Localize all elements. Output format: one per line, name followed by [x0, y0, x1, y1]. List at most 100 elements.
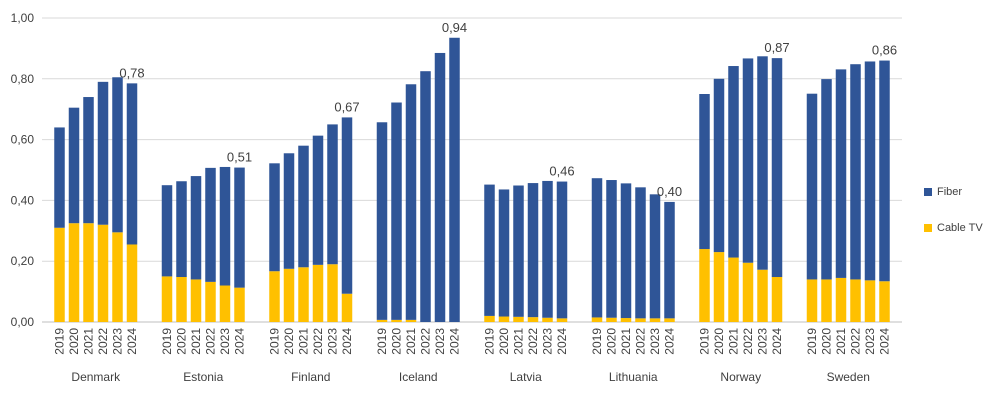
category-label-estonia: Estonia — [183, 370, 223, 384]
bar-cable-denmark-2021 — [83, 223, 94, 322]
bar-cable-lithuania-2023 — [649, 318, 661, 322]
bar-fiber-sweden-2020 — [821, 79, 832, 280]
legend-label-cable-tv: Cable TV — [937, 222, 983, 234]
x-tick-year: 2023 — [648, 328, 662, 355]
category-label-finland: Finland — [291, 370, 330, 384]
bar-fiber-norway-2020 — [713, 78, 725, 253]
bar-cable-lithuania-2024 — [664, 318, 675, 322]
bar-fiber-norway-2023 — [757, 56, 768, 270]
bar-fiber-denmark-2020 — [68, 107, 80, 224]
bar-fiber-sweden-2019 — [806, 93, 818, 280]
bar-fiber-estonia-2021 — [190, 176, 202, 280]
bar-cable-finland-2023 — [327, 264, 338, 322]
x-tick-year: 2019 — [590, 328, 604, 355]
bar-fiber-sweden-2023 — [864, 61, 876, 281]
x-tick-year: 2020 — [67, 328, 81, 355]
bar-cable-lithuania-2020 — [606, 317, 617, 322]
bar-fiber-finland-2024 — [341, 117, 353, 294]
bar-fiber-iceland-2019 — [376, 122, 388, 320]
x-tick-year: 2020 — [390, 328, 404, 355]
x-tick-year: 2020 — [282, 328, 296, 355]
bar-cable-latvia-2020 — [498, 316, 510, 322]
legend-swatch-cable-tv — [924, 224, 932, 232]
bar-cable-latvia-2024 — [556, 318, 568, 322]
x-tick-year: 2022 — [849, 328, 863, 355]
x-tick-year: 2019 — [805, 328, 819, 355]
bar-fiber-finland-2023 — [327, 124, 338, 265]
x-tick-year: 2020 — [712, 328, 726, 355]
bar-cable-estonia-2019 — [161, 276, 173, 322]
bar-fiber-estonia-2024 — [234, 167, 245, 288]
bar-cable-finland-2020 — [283, 268, 295, 322]
bar-cable-denmark-2024 — [126, 244, 138, 322]
bar-cable-iceland-2021 — [405, 319, 417, 322]
bar-fiber-norway-2021 — [728, 66, 739, 258]
bar-cable-iceland-2020 — [391, 319, 402, 322]
x-tick-year: 2021 — [512, 328, 526, 355]
x-tick-year: 2022 — [96, 328, 110, 355]
bar-fiber-denmark-2019 — [54, 127, 65, 228]
x-tick-year: 2021 — [834, 328, 848, 355]
bar-cable-norway-2024 — [771, 277, 783, 322]
bar-fiber-norway-2024 — [771, 58, 783, 278]
data-label-finland: 0,67 — [334, 99, 359, 114]
bar-cable-latvia-2023 — [542, 317, 553, 322]
bar-cable-finland-2022 — [312, 264, 324, 322]
x-tick-year: 2024 — [233, 328, 247, 355]
data-label-estonia: 0,51 — [227, 150, 252, 165]
x-tick-year: 2024 — [770, 328, 784, 355]
category-label-sweden: Sweden — [827, 370, 870, 384]
x-tick-year: 2023 — [326, 328, 340, 355]
x-tick-year: 2020 — [820, 328, 834, 355]
bar-fiber-denmark-2022 — [97, 81, 109, 225]
bar-fiber-lithuania-2022 — [635, 187, 646, 319]
bar-fiber-latvia-2019 — [484, 184, 495, 316]
bar-cable-denmark-2020 — [68, 223, 80, 322]
category-label-lithuania: Lithuania — [609, 370, 658, 384]
bar-fiber-denmark-2023 — [112, 77, 123, 233]
x-tick-year: 2021 — [619, 328, 633, 355]
x-tick-year: 2019 — [483, 328, 497, 355]
bar-cable-denmark-2022 — [97, 224, 109, 322]
x-tick-year: 2024 — [663, 328, 677, 355]
legend-item-fiber: Fiber — [924, 184, 983, 200]
bar-cable-norway-2020 — [713, 252, 725, 322]
x-tick-year: 2022 — [634, 328, 648, 355]
y-tick-label: 0,60 — [11, 133, 35, 147]
x-tick-year: 2019 — [53, 328, 67, 355]
x-tick-year: 2024 — [448, 328, 462, 355]
x-tick-year: 2024 — [125, 328, 139, 355]
legend-label-fiber: Fiber — [937, 186, 963, 198]
bar-fiber-norway-2019 — [699, 94, 710, 250]
bar-cable-lithuania-2022 — [635, 318, 646, 322]
x-tick-year: 2020 — [497, 328, 511, 355]
bar-cable-lithuania-2019 — [591, 317, 603, 322]
bar-cable-finland-2021 — [298, 267, 309, 322]
x-tick-year: 2019 — [375, 328, 389, 355]
bar-cable-finland-2019 — [269, 271, 280, 322]
bar-cable-sweden-2020 — [821, 279, 832, 322]
y-tick-label: 0,20 — [11, 254, 35, 268]
y-tick-label: 1,00 — [11, 11, 35, 25]
y-tick-label: 0,80 — [11, 72, 35, 86]
bar-fiber-sweden-2021 — [835, 69, 847, 278]
x-tick-year: 2024 — [555, 328, 569, 355]
data-label-latvia: 0,46 — [549, 164, 574, 179]
x-tick-year: 2022 — [419, 328, 433, 355]
bar-fiber-denmark-2021 — [83, 97, 94, 224]
x-tick-year: 2023 — [756, 328, 770, 355]
bar-fiber-lithuania-2021 — [620, 183, 632, 319]
bar-fiber-lithuania-2019 — [591, 178, 603, 318]
x-tick-year: 2021 — [297, 328, 311, 355]
bar-cable-norway-2023 — [757, 269, 768, 322]
bar-fiber-iceland-2020 — [391, 102, 402, 320]
bar-cable-norway-2019 — [699, 249, 710, 322]
bar-fiber-lithuania-2020 — [606, 180, 617, 318]
legend-swatch-fiber — [924, 188, 932, 196]
bar-fiber-latvia-2023 — [542, 180, 553, 318]
bar-fiber-sweden-2024 — [879, 60, 890, 282]
bar-fiber-iceland-2022 — [420, 71, 431, 322]
bar-fiber-iceland-2024 — [449, 37, 460, 322]
bar-cable-sweden-2021 — [835, 277, 847, 322]
